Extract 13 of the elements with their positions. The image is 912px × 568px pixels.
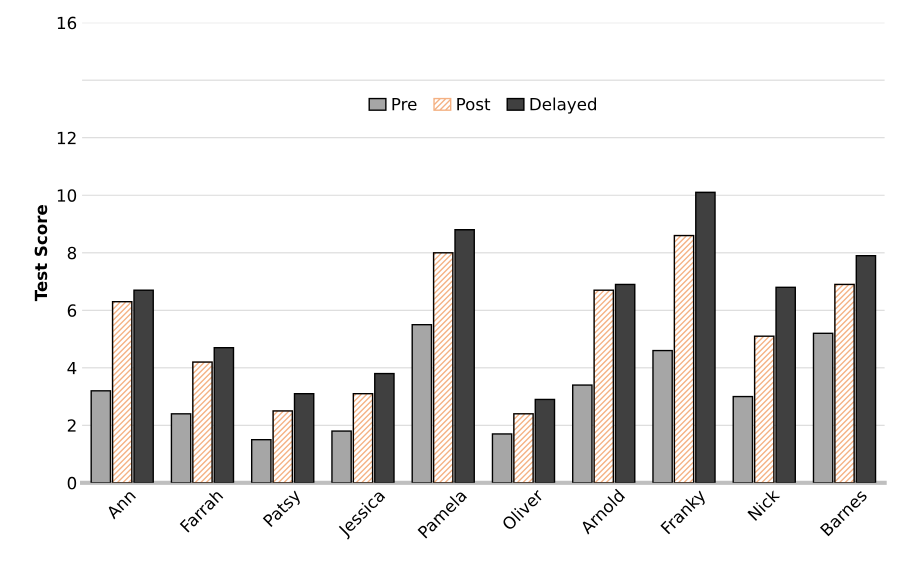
y-tick-label: 8 xyxy=(68,246,76,260)
y-tick-label: 6 xyxy=(68,304,76,317)
y-tick-label: 16 xyxy=(58,16,76,30)
legend-label: Post xyxy=(457,98,490,110)
y-tick-label: 2 xyxy=(68,419,76,432)
x-tick-label: Ann xyxy=(105,489,136,520)
y-tick-label: 4 xyxy=(67,362,76,374)
y-axis-title: Test Score xyxy=(34,205,48,302)
y-tick-label: 10 xyxy=(58,189,76,202)
legend-label: Delayed xyxy=(530,98,596,114)
y-tick-label: 0 xyxy=(68,476,76,490)
legend-label: Pre xyxy=(392,98,416,110)
y-tick-label: 12 xyxy=(58,132,76,144)
